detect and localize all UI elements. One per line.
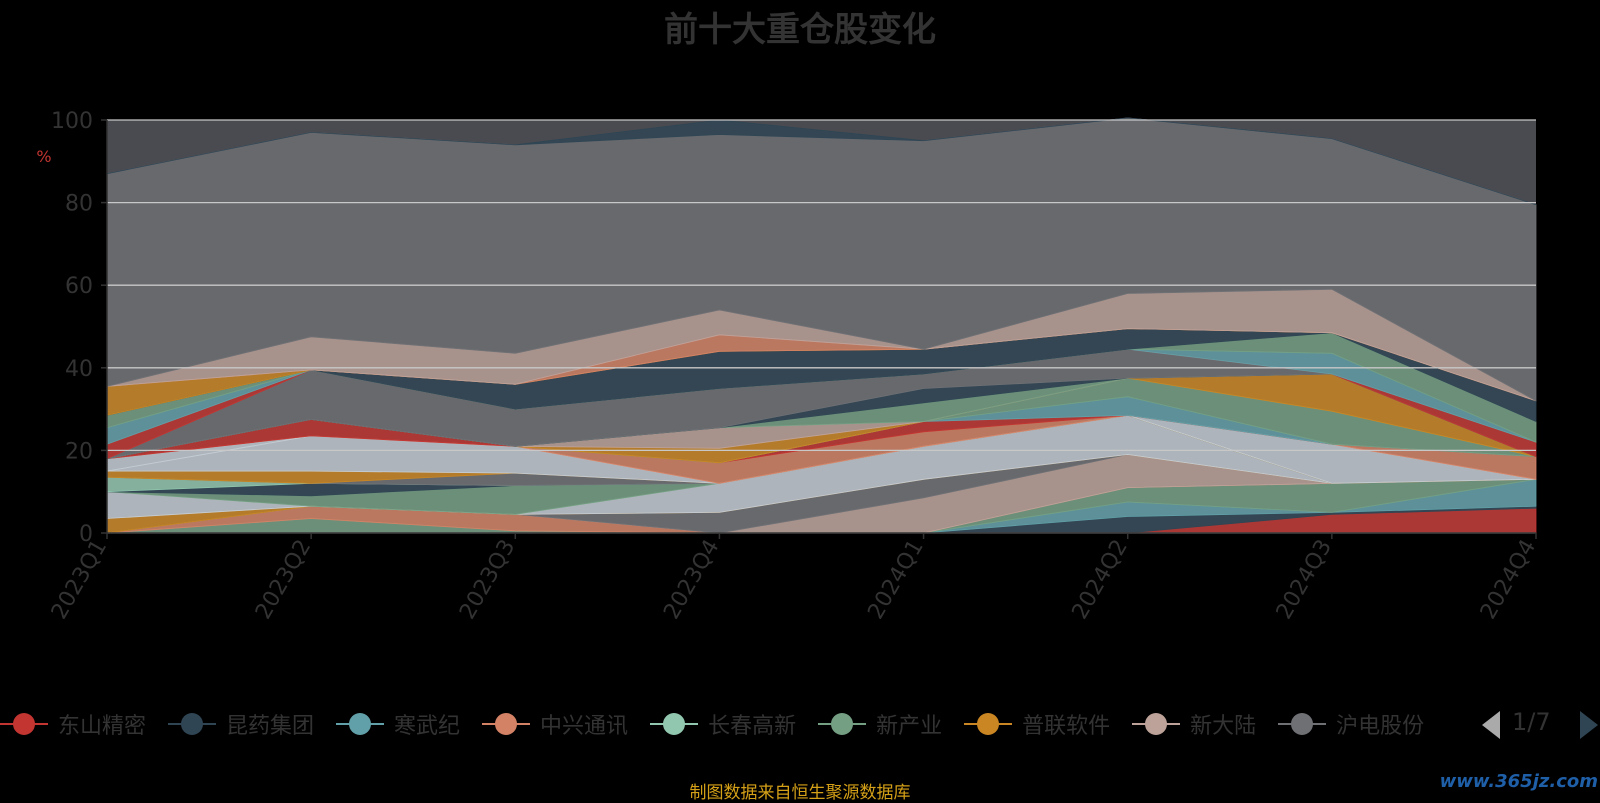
site-watermark: www.365jz.com [1439, 771, 1598, 792]
legend-prev-page-button[interactable] [1482, 711, 1500, 739]
chart-title: 前十大重仓股变化 [664, 10, 936, 50]
legend-swatch-icon [964, 713, 1013, 735]
legend-swatch-icon [1132, 713, 1181, 735]
legend-dot-icon [1145, 713, 1168, 735]
legend-swatch-icon [482, 713, 531, 735]
stacked-area-chart: 0 20 40 60 80 100 2023Q1 2023Q2 2023Q3 2023Q4 202… [36, 109, 1541, 624]
x-tick-label: 2024Q1 [863, 536, 928, 624]
legend-label: 新大陆 [1190, 714, 1257, 739]
legend-swatch-icon [650, 713, 699, 735]
y-tick-label: 0 [79, 522, 93, 547]
legend-item[interactable]: 新大陆 [1132, 708, 1256, 740]
legend-label: 沪电股份 [1336, 714, 1425, 739]
legend-dot-icon [977, 713, 1000, 735]
legend-swatch-icon [818, 713, 867, 735]
x-tick-label: 2023Q2 [251, 536, 316, 624]
legend-swatch-icon [336, 713, 385, 735]
legend-label: 东山精密 [58, 714, 147, 739]
legend-label: 新产业 [876, 714, 943, 739]
y-tick-label: 80 [65, 192, 93, 217]
legend-item[interactable]: 普联软件 [964, 708, 1110, 740]
legend-dot-icon [663, 713, 686, 735]
legend-item[interactable]: 东山精密 [0, 708, 146, 740]
legend-swatch-icon [168, 713, 217, 735]
legend-item[interactable]: 中兴通讯 [482, 708, 628, 740]
legend-dot-icon [495, 713, 518, 735]
legend-dot-icon [831, 713, 854, 735]
legend-label: 普联软件 [1022, 714, 1111, 739]
x-tick-label: 2023Q1 [47, 536, 112, 624]
y-axis-label: % [36, 147, 51, 166]
legend: 东山精密 昆药集团 寒武纪 中兴通讯 长春高新 新产业 普联软件 新大陆 沪电股份 [0, 708, 1480, 742]
legend-dot-icon [1291, 713, 1314, 735]
y-tick-label: 100 [51, 109, 93, 134]
legend-swatch-icon [1278, 713, 1327, 735]
legend-next-page-button[interactable] [1580, 711, 1598, 739]
legend-label: 寒武纪 [394, 714, 461, 739]
legend-dot-icon [13, 713, 35, 735]
x-tick-label: 2023Q3 [455, 536, 520, 624]
x-tick-label: 2023Q4 [659, 536, 724, 624]
legend-item[interactable]: 长春高新 [650, 708, 796, 740]
data-source-note: 制图数据来自恒生聚源数据库 [689, 783, 911, 803]
legend-label: 长春高新 [708, 714, 797, 739]
legend-pager: 1/7 [1482, 708, 1600, 742]
x-tick-label: 2024Q3 [1272, 536, 1337, 624]
legend-page-indicator: 1/7 [1512, 708, 1551, 736]
y-tick-label: 20 [65, 439, 93, 464]
y-tick-label: 40 [65, 357, 93, 382]
x-tick-label: 2024Q4 [1476, 536, 1541, 624]
legend-swatch-icon [0, 713, 48, 735]
legend-label: 昆药集团 [226, 714, 315, 739]
legend-dot-icon [349, 713, 372, 735]
y-tick-label: 60 [65, 274, 93, 299]
legend-item[interactable]: 新产业 [818, 708, 942, 740]
x-tick-label: 2024Q2 [1068, 536, 1133, 624]
legend-item[interactable]: 昆药集团 [168, 708, 314, 740]
legend-dot-icon [181, 713, 204, 735]
legend-item[interactable]: 寒武纪 [336, 708, 460, 740]
legend-label: 中兴通讯 [540, 714, 629, 739]
legend-item[interactable]: 沪电股份 [1278, 708, 1424, 740]
area-series-34 [106, 117, 1537, 206]
